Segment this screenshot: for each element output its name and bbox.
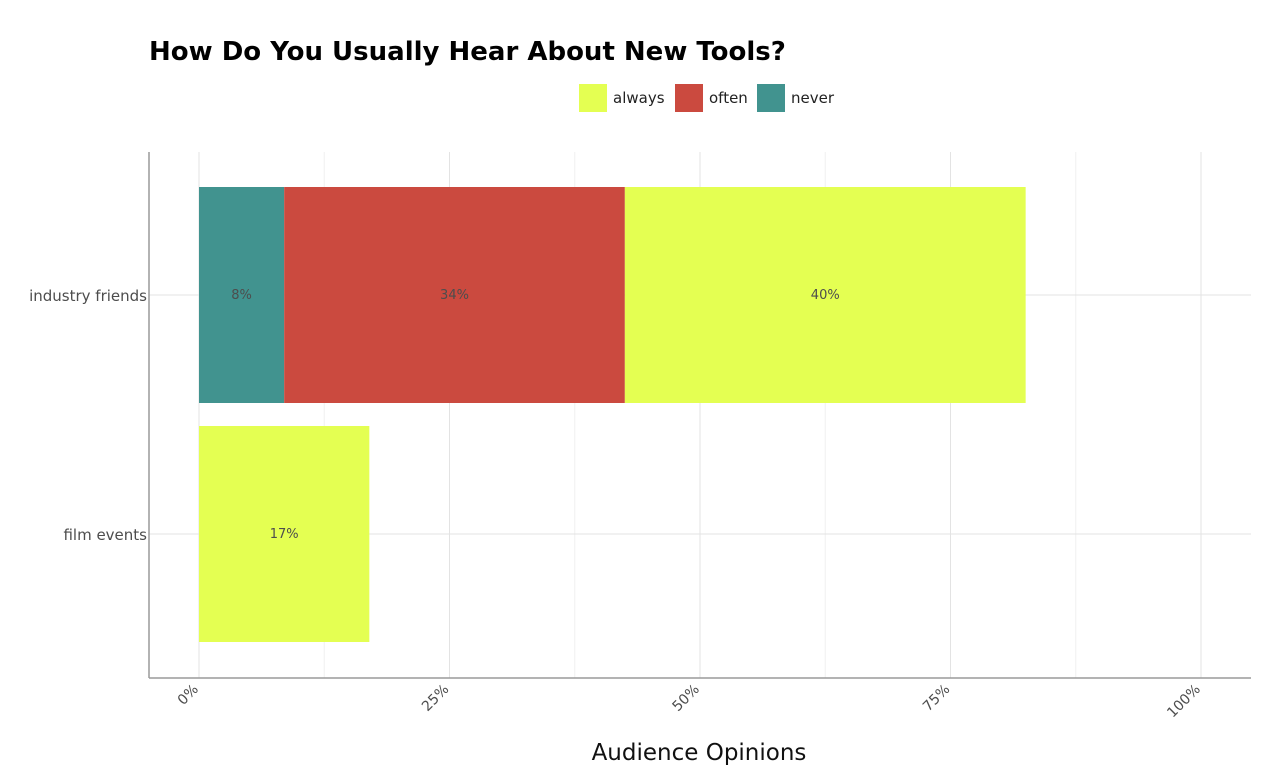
x-tick-labels: 0% 25% 50% 75% 100%: [175, 682, 1204, 722]
bars: [199, 187, 1026, 642]
bar-labels: 8% 34% 40% 17%: [231, 288, 839, 542]
x-tick-label: 25%: [419, 682, 452, 715]
category-label: industry friends: [29, 287, 147, 305]
category-labels: industry friends film events: [29, 287, 147, 544]
x-tick-label: 75%: [920, 682, 953, 715]
legend-swatch-never: [757, 84, 785, 112]
bar-never: [199, 187, 285, 403]
chart-title: How Do You Usually Hear About New Tools?: [149, 37, 786, 67]
bar-label: 40%: [811, 288, 840, 303]
x-tick-label: 50%: [670, 682, 703, 715]
x-tick-label: 100%: [1164, 682, 1204, 722]
legend-swatch-always: [579, 84, 607, 112]
bar-often: [284, 187, 625, 403]
bar-always: [624, 187, 1026, 403]
bar-always: [199, 426, 370, 642]
x-axis-title: Audience Opinions: [592, 740, 807, 766]
legend-label-often: often: [709, 89, 748, 107]
legend-label-always: always: [613, 89, 665, 107]
x-tick-label: 0%: [175, 682, 202, 709]
legend-swatch-often: [675, 84, 703, 112]
bar-label: 34%: [440, 288, 469, 303]
axes: [148, 152, 1251, 679]
bar-label: 8%: [231, 288, 252, 303]
bar-label: 17%: [270, 527, 299, 542]
legend-label-never: never: [791, 89, 835, 107]
category-label: film events: [63, 526, 147, 544]
legend: always often never: [579, 84, 835, 112]
